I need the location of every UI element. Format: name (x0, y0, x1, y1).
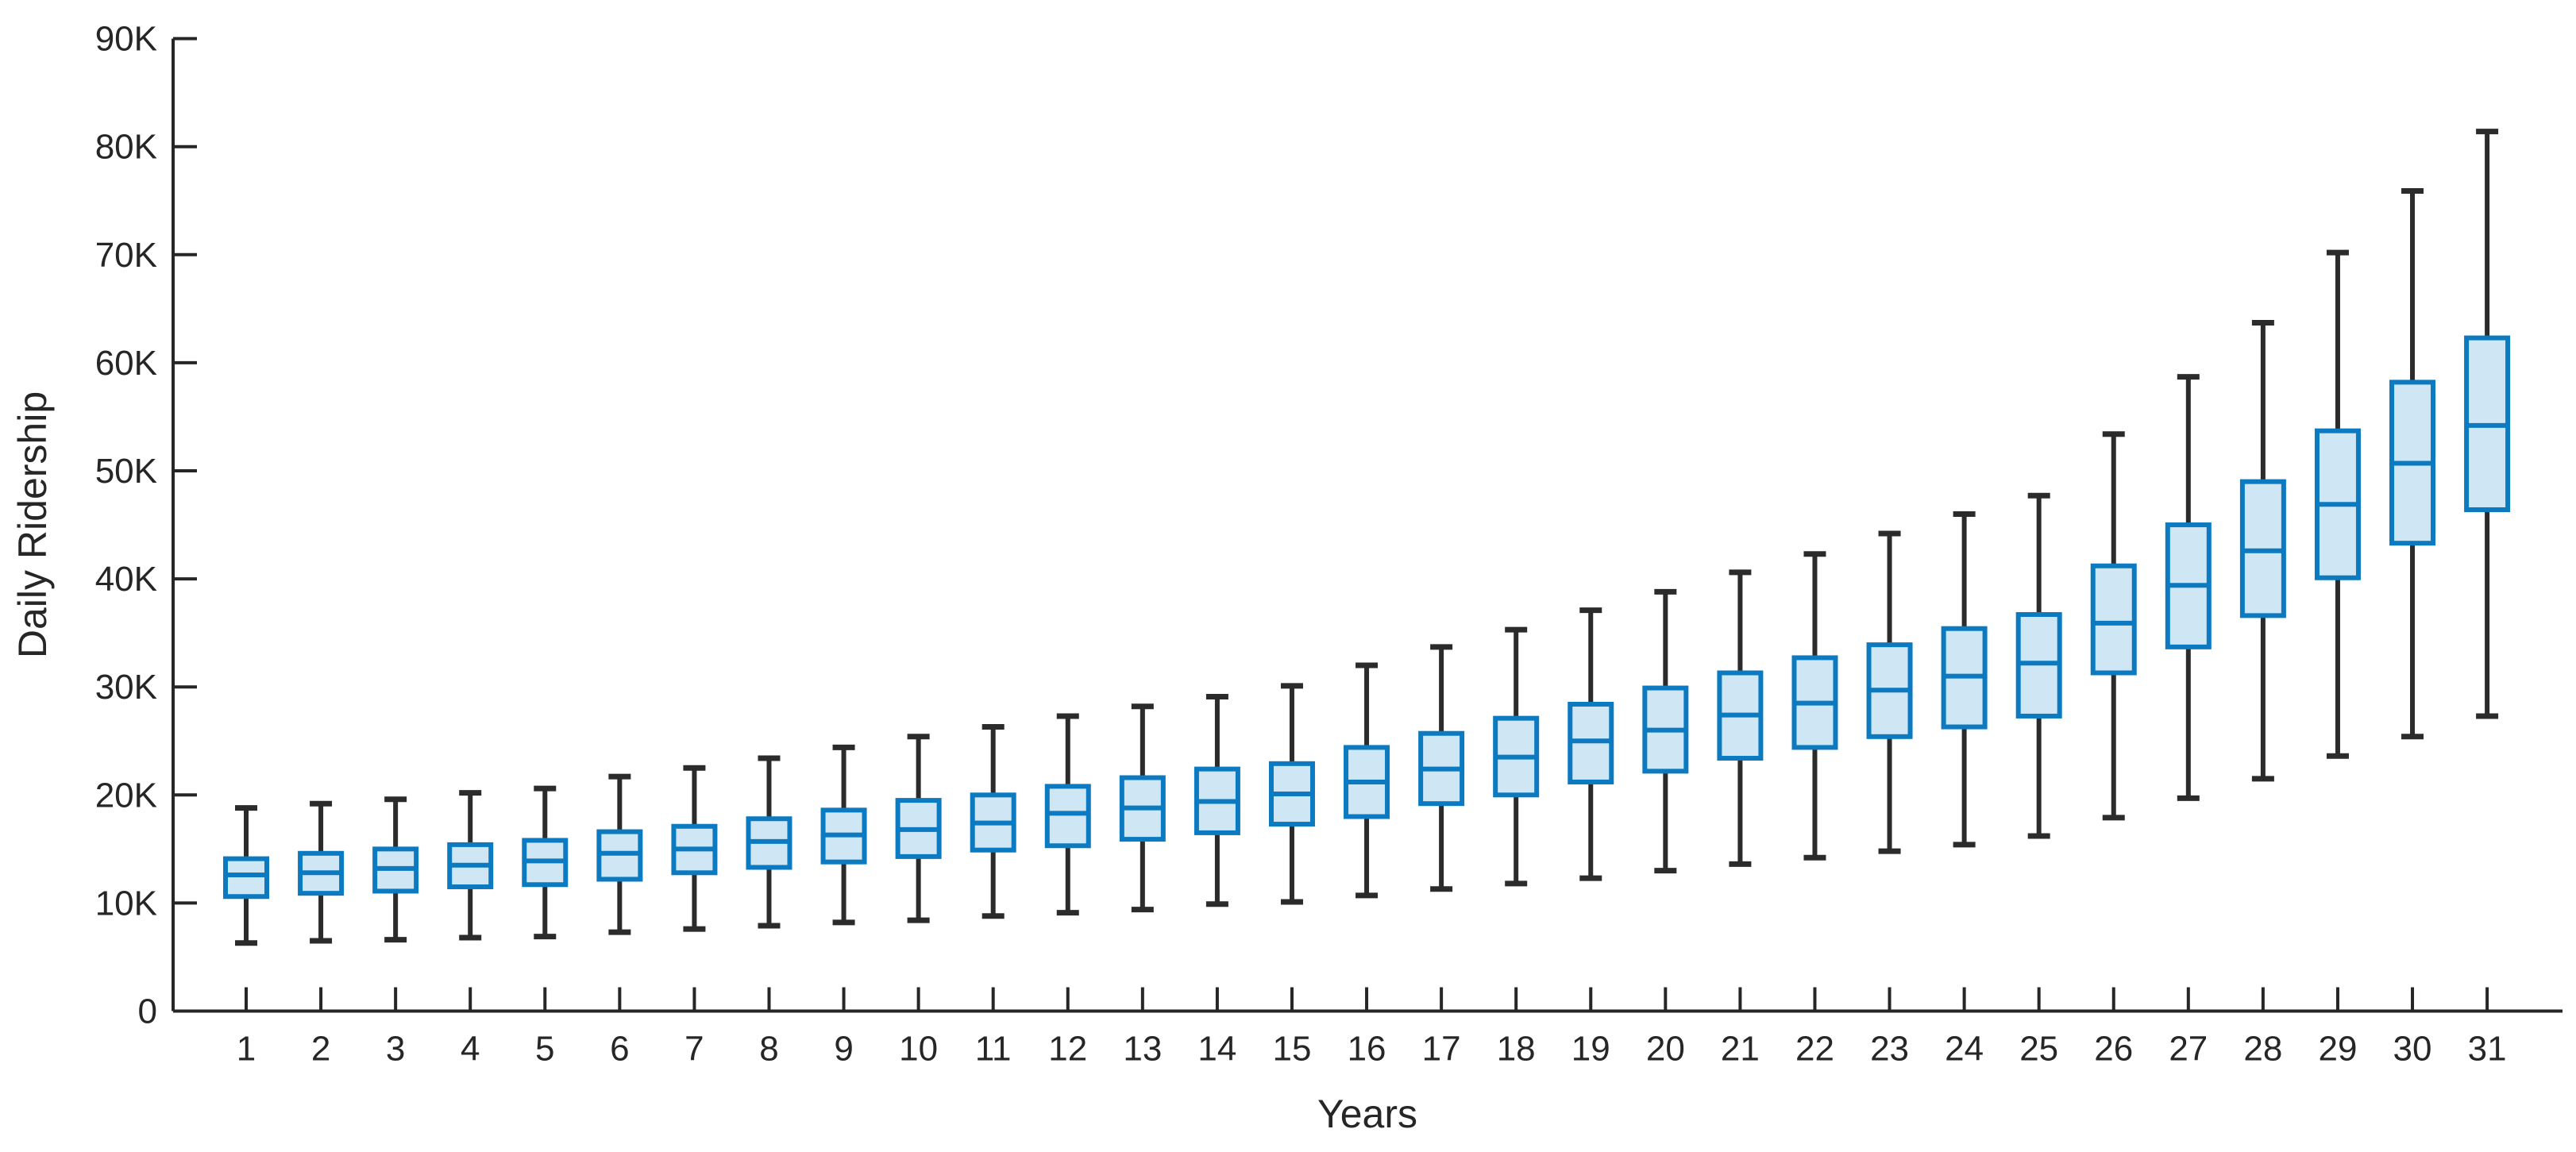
box-year-14 (1194, 693, 1240, 907)
box-year-17 (1418, 644, 1465, 892)
box-year-4 (447, 790, 494, 941)
box-year-10 (895, 734, 942, 923)
x-axis-title: Years (1317, 1092, 1417, 1136)
y-axis-title: Daily Ridership (10, 391, 55, 658)
box-year-24 (1941, 511, 1988, 848)
box-year-20 (1642, 588, 1689, 874)
iqr-box (1044, 784, 1091, 849)
box-year-9 (820, 744, 867, 926)
box-year-11 (970, 724, 1016, 919)
box-year-21 (1717, 569, 1764, 867)
y-tick-label: 10K (95, 884, 157, 923)
x-tick-label: 17 (1422, 1030, 1461, 1069)
x-tick-label: 8 (759, 1030, 778, 1069)
y-tick-label: 90K (95, 20, 157, 59)
x-tick-label: 25 (2019, 1030, 2058, 1069)
x-tick-label: 26 (2094, 1030, 2133, 1069)
box-year-22 (1791, 551, 1838, 861)
box-year-15 (1268, 683, 1315, 905)
x-tick-label: 22 (1795, 1030, 1834, 1069)
y-tick-label: 0 (138, 992, 157, 1031)
x-tick-label: 18 (1497, 1030, 1536, 1069)
x-tick-label: 14 (1197, 1030, 1236, 1069)
x-tick-label: 16 (1348, 1030, 1386, 1069)
box-year-1 (223, 805, 269, 946)
box-year-19 (1568, 607, 1614, 881)
box-year-12 (1044, 713, 1091, 916)
box-year-2 (298, 800, 345, 944)
x-tick-label: 21 (1721, 1030, 1760, 1069)
y-tick-label: 60K (95, 344, 157, 383)
x-tick-label: 31 (2468, 1030, 2507, 1069)
x-tick-label: 24 (1945, 1030, 1984, 1069)
y-tick-label: 70K (95, 236, 157, 275)
x-tick-label: 7 (684, 1030, 704, 1069)
x-tick-label: 4 (461, 1030, 480, 1069)
box-year-31 (2464, 129, 2511, 719)
box-year-30 (2389, 188, 2436, 740)
x-tick-label: 27 (2169, 1030, 2208, 1069)
y-tick-label: 40K (95, 560, 157, 599)
x-tick-label: 3 (386, 1030, 405, 1069)
box-year-13 (1119, 703, 1166, 913)
x-tick-label: 11 (975, 1030, 1012, 1069)
box-year-29 (2314, 249, 2361, 759)
y-tick-label: 20K (95, 776, 157, 815)
x-tick-label: 29 (2318, 1030, 2357, 1069)
iqr-box (223, 856, 269, 900)
x-tick-label: 1 (237, 1030, 256, 1069)
y-tick-label: 30K (95, 668, 157, 707)
box-year-7 (671, 765, 718, 932)
box-year-5 (522, 785, 569, 940)
box-year-3 (372, 796, 419, 943)
x-tick-label: 19 (1571, 1030, 1610, 1069)
x-tick-label: 2 (311, 1030, 330, 1069)
x-tick-label: 28 (2243, 1030, 2282, 1069)
x-tick-label: 6 (610, 1030, 629, 1069)
x-tick-label: 23 (1870, 1030, 1909, 1069)
box-year-8 (746, 755, 792, 929)
y-tick-label: 50K (95, 452, 157, 491)
x-tick-label: 20 (1646, 1030, 1685, 1069)
x-tick-label: 5 (535, 1030, 554, 1069)
box-year-6 (596, 773, 643, 935)
box-year-28 (2239, 320, 2286, 782)
box-year-25 (2015, 492, 2062, 839)
box-year-27 (2165, 374, 2212, 801)
box-year-16 (1344, 662, 1390, 899)
box-year-18 (1493, 626, 1540, 887)
x-tick-label: 15 (1273, 1030, 1312, 1069)
box-year-23 (1866, 530, 1913, 854)
box-year-26 (2090, 431, 2137, 821)
x-tick-label: 13 (1123, 1030, 1162, 1069)
x-tick-label: 10 (899, 1030, 938, 1069)
x-tick-label: 12 (1048, 1030, 1087, 1069)
iqr-box (2090, 563, 2137, 676)
x-tick-label: 30 (2393, 1030, 2432, 1069)
x-tick-label: 9 (834, 1030, 853, 1069)
y-tick-label: 80K (95, 128, 157, 167)
